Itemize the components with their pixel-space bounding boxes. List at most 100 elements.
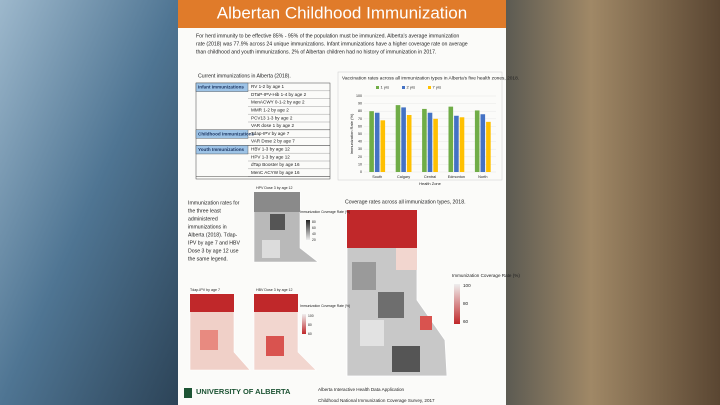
intro-line: than childhood and youth immunizations. … bbox=[196, 49, 437, 55]
title-bar bbox=[178, 0, 506, 28]
group-name: Childhood Immunizations bbox=[198, 131, 255, 136]
legend-tick: 20 bbox=[312, 238, 316, 242]
map-note: administered bbox=[188, 216, 218, 222]
y-tick-label: 0 bbox=[360, 170, 362, 174]
poster-title: Albertan Childhood Immunization bbox=[217, 3, 467, 22]
legend-tick: 80 bbox=[463, 301, 469, 306]
map-note: Alberta (2018). Tdap- bbox=[188, 232, 237, 238]
background-right bbox=[505, 0, 720, 405]
x-tick-label: Edmonton bbox=[448, 175, 465, 179]
intro-line: For herd immunity to be effective 85% - … bbox=[196, 33, 459, 39]
bar bbox=[459, 117, 465, 172]
bar bbox=[374, 112, 380, 172]
legend-gradient bbox=[306, 220, 310, 240]
legend-label: 1 yrs bbox=[381, 85, 390, 90]
x-tick-label: Central bbox=[424, 175, 436, 179]
map-note: Dose 3 by age 12 use bbox=[188, 248, 239, 254]
bar bbox=[422, 108, 427, 172]
y-tick-label: 50 bbox=[358, 132, 362, 136]
bar bbox=[474, 110, 480, 172]
map-note: IPV by age 7 and HBV bbox=[188, 240, 240, 246]
legend-tick: 60 bbox=[463, 319, 469, 324]
legend-title: Immunization Coverage Rate (%) bbox=[452, 273, 520, 278]
table-item: HPV 1-3 by age 12 bbox=[251, 154, 290, 159]
table-item: PCV13 1-3 by age 2 bbox=[251, 115, 293, 120]
bar bbox=[369, 111, 374, 172]
map-title: HPV Dose 3 by age 12 bbox=[256, 186, 293, 190]
y-tick-label: 90 bbox=[358, 102, 362, 106]
bar bbox=[486, 121, 491, 172]
map-hbv bbox=[253, 293, 317, 371]
table-item: RV 1-2 by age 1 bbox=[251, 84, 285, 89]
table-item: VAR Dose 2 by age 7 bbox=[251, 139, 295, 144]
table-item: MenC ACYW by age 16 bbox=[251, 170, 300, 175]
x-tick-label: Calgary bbox=[397, 175, 410, 179]
legend-gradient bbox=[302, 314, 306, 334]
table-item: MMR 1-2 by age 2 bbox=[251, 108, 289, 113]
y-tick-label: 10 bbox=[358, 162, 362, 166]
table-item: HBV 1-3 by age 12 bbox=[251, 147, 290, 152]
map-note: the three least bbox=[188, 208, 221, 214]
bar bbox=[401, 107, 406, 172]
source: Childhood National Immunization Coverage… bbox=[318, 398, 435, 403]
bar bbox=[448, 106, 454, 172]
logo bbox=[184, 388, 192, 398]
x-tick-label: North bbox=[478, 175, 487, 179]
legend-gradient bbox=[454, 284, 460, 324]
map-title: Tdap-IPV by age 7 bbox=[190, 288, 220, 292]
y-tick-label: 80 bbox=[358, 109, 362, 113]
x-tick-label: South bbox=[372, 175, 382, 179]
legend-tick: 60 bbox=[312, 226, 316, 230]
table-item: MenACWY 0-1-2 by age 2 bbox=[251, 100, 305, 105]
legend-tick: 100 bbox=[463, 283, 471, 288]
group-cell bbox=[195, 82, 249, 92]
group-cell bbox=[195, 129, 249, 139]
legend-swatch bbox=[402, 86, 405, 89]
legend-swatch bbox=[428, 86, 431, 89]
legend-tick: 80 bbox=[312, 220, 316, 224]
legend-tick: 80 bbox=[308, 323, 312, 327]
background-left bbox=[0, 0, 180, 405]
bar bbox=[454, 115, 459, 172]
legend-tick: 100 bbox=[308, 314, 314, 318]
intro-line: rate (2018) was 77.9% across 24 unique i… bbox=[196, 41, 468, 47]
group-cell bbox=[195, 145, 249, 155]
map-note: the same legend. bbox=[188, 256, 228, 262]
bar bbox=[433, 118, 438, 172]
chart-title: Vaccination rates across all immunizatio… bbox=[342, 75, 519, 81]
bar bbox=[395, 105, 401, 172]
y-tick-label: 60 bbox=[358, 124, 362, 128]
source: Alberta Interactive Health Data Applicat… bbox=[318, 387, 404, 392]
legend-label: 7 yrs bbox=[433, 85, 442, 90]
legend-swatch bbox=[376, 86, 379, 89]
bar bbox=[380, 120, 386, 172]
y-axis-label: Immunization Rate (%) bbox=[349, 113, 354, 154]
y-tick-label: 40 bbox=[358, 140, 362, 144]
chart-frame bbox=[337, 71, 503, 181]
y-tick-label: 100 bbox=[356, 94, 362, 98]
legend-title: Immunization Coverage Rate (%) bbox=[300, 304, 350, 308]
x-axis-label: Health Zone bbox=[419, 181, 442, 186]
map-title: HBV Dose 3 by age 12 bbox=[256, 288, 293, 292]
map-hpv bbox=[253, 191, 319, 263]
table-item: VAR dose 1 by age 2 bbox=[251, 123, 295, 128]
bar bbox=[406, 115, 412, 172]
bar bbox=[480, 114, 486, 172]
map-note: immunizations in bbox=[188, 224, 227, 230]
legend-tick: 40 bbox=[312, 232, 316, 236]
group-name: Infant Immunizations bbox=[198, 85, 244, 90]
map-tdap bbox=[189, 293, 251, 371]
map-title: Coverage rates across all immunization t… bbox=[345, 199, 466, 205]
table-caption: Current immunizations in Alberta (2018). bbox=[198, 73, 291, 79]
y-tick-label: 70 bbox=[358, 117, 362, 121]
university: UNIVERSITY OF ALBERTA bbox=[196, 387, 291, 396]
y-tick-label: 20 bbox=[358, 155, 362, 159]
legend-label: 2 yrs bbox=[407, 85, 416, 90]
table-item: DTaP-IPV-Hib 1-4 by age 2 bbox=[251, 92, 307, 97]
group-name: Youth Immunizations bbox=[198, 147, 245, 152]
legend-tick: 60 bbox=[308, 332, 312, 336]
y-tick-label: 30 bbox=[358, 147, 362, 151]
table-item: Tdap-IPV by age 7 bbox=[251, 131, 290, 136]
legend-title: Immunization Coverage Rate (%) bbox=[300, 210, 350, 214]
